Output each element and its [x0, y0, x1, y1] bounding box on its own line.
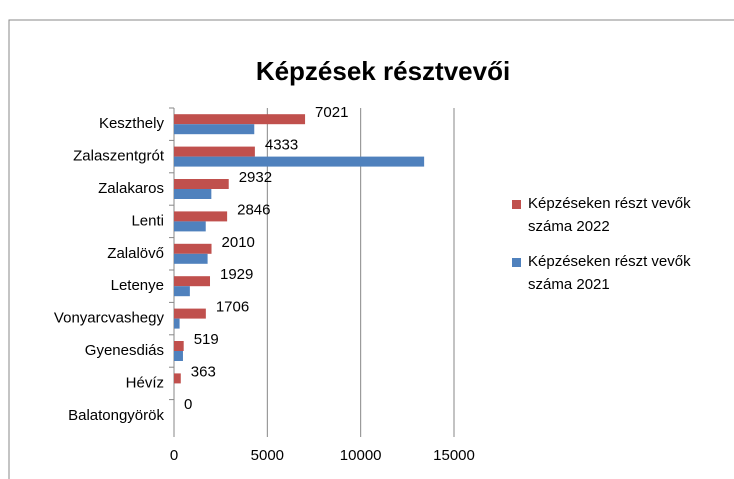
y-tick-label: Hévíz: [126, 374, 164, 391]
data-label: 2932: [239, 169, 272, 186]
legend-item: Képzéseken részt vevők száma 2022: [512, 192, 717, 238]
bar: [174, 351, 183, 361]
bar: [174, 179, 229, 189]
y-tick-label: Zalakaros: [98, 180, 164, 197]
bar: [174, 286, 190, 297]
data-label: 519: [194, 331, 219, 348]
legend: Képzéseken részt vevők száma 2022 Képzése…: [512, 192, 717, 308]
bar: [174, 276, 211, 287]
bar: [174, 189, 212, 199]
bar: [174, 341, 184, 351]
x-tick-label: 0: [170, 447, 178, 464]
bar: [174, 146, 255, 157]
y-tick-label: Keszthely: [99, 115, 165, 132]
data-label: 1706: [216, 299, 249, 316]
data-label: 2010: [222, 234, 255, 251]
legend-label: Képzéseken részt vevők száma 2022: [528, 195, 691, 235]
y-tick-label: Balatongyörök: [68, 407, 164, 424]
bar: [174, 318, 180, 329]
data-label: 0: [184, 396, 192, 413]
y-tick-label: Zalaszentgrót: [73, 148, 165, 165]
data-label: 2846: [237, 201, 270, 218]
bar: [174, 156, 425, 167]
x-tick-label: 15000: [433, 447, 475, 464]
data-label: 363: [191, 363, 216, 380]
bar: [174, 221, 206, 232]
bar: [174, 373, 181, 384]
bar: [174, 243, 212, 254]
chart-title: Képzések résztvevői: [256, 56, 510, 86]
y-tick-label: Vonyarcvashegy: [54, 310, 165, 327]
frame: [8, 19, 734, 479]
y-tick-label: Letenye: [111, 277, 164, 294]
legend-item: Képzéseken részt vevők száma 2021: [512, 250, 717, 296]
bar: [174, 308, 206, 319]
data-label: 1929: [220, 266, 253, 283]
bar: [174, 253, 208, 264]
bar: [174, 124, 255, 135]
bar: [174, 114, 306, 125]
legend-label: Képzéseken részt vevők száma 2021: [528, 253, 691, 293]
y-tick-label: Zalalövő: [107, 245, 164, 262]
data-label: 4333: [265, 137, 298, 154]
legend-swatch: [512, 258, 521, 267]
data-label: 7021: [315, 104, 348, 121]
bar: [174, 211, 228, 222]
y-tick-label: Lenti: [131, 212, 164, 229]
x-tick-label: 10000: [340, 447, 382, 464]
legend-swatch: [512, 200, 521, 209]
x-tick-label: 5000: [251, 447, 284, 464]
y-tick-label: Gyenesdiás: [85, 342, 164, 359]
